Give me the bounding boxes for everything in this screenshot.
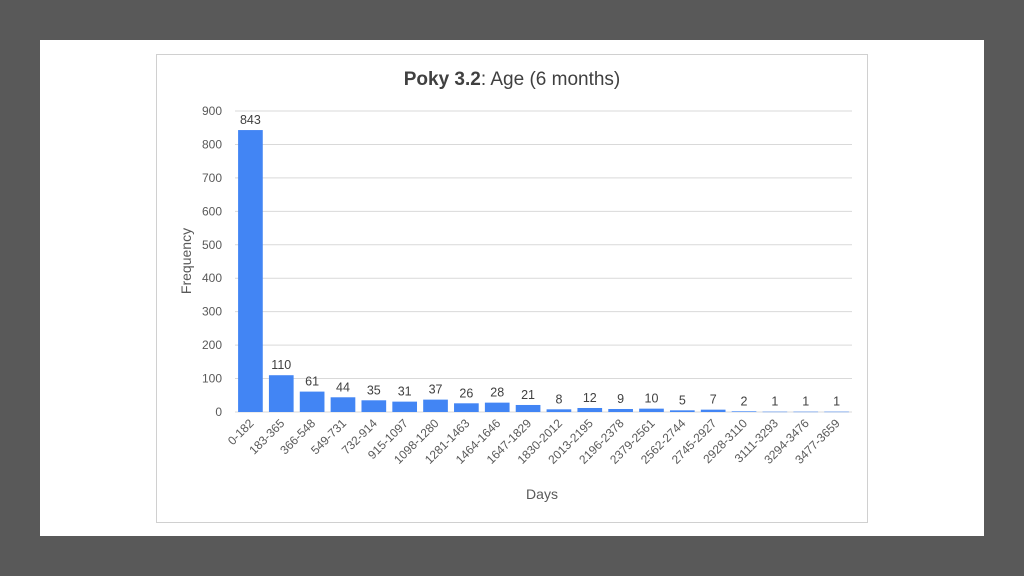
data-label: 31 [398, 385, 412, 399]
data-label: 10 [645, 392, 659, 406]
y-tick-label: 600 [202, 204, 222, 218]
slide: Poky 3.2: Age (6 months) 0 100 200 300 400 50… [40, 40, 984, 536]
bar [392, 401, 418, 412]
y-tick-label: 200 [202, 338, 222, 352]
data-label: 9 [617, 392, 624, 406]
y-tick-label: 500 [202, 238, 222, 252]
y-tick-label: 700 [202, 171, 222, 185]
bar [361, 400, 387, 412]
data-label: 12 [583, 391, 597, 405]
bar [546, 409, 572, 412]
bar [793, 411, 819, 413]
bar-chart: Poky 3.2: Age (6 months) 010020030040050… [178, 69, 852, 502]
bar [731, 411, 757, 412]
bar [330, 397, 356, 412]
data-label: 26 [459, 386, 473, 400]
data-label: 21 [521, 388, 535, 402]
y-tick-label: 0 [215, 405, 222, 419]
bar [824, 411, 849, 413]
data-label: 110 [271, 358, 291, 372]
x-tick-labels: 0-182183-365366-548549-731732-914915-109… [225, 416, 843, 467]
chart-title-rest: : Age (6 months) [481, 69, 620, 90]
y-tick-label: 800 [202, 137, 222, 151]
bar [515, 404, 541, 412]
data-label: 7 [710, 393, 717, 407]
data-label: 35 [367, 383, 381, 397]
chart-title: Poky 3.2: Age (6 months) [404, 69, 621, 90]
y-tick-labels: 0 100 200 300 400 500 600 700 800 900 [202, 104, 222, 419]
data-label: 843 [240, 113, 261, 127]
bar [423, 399, 448, 412]
gridlines [235, 110, 852, 413]
data-label: 8 [555, 392, 562, 406]
data-label: 37 [429, 383, 443, 397]
bar [608, 408, 633, 412]
data-label: 1 [833, 395, 840, 409]
bar [484, 402, 510, 412]
bar [238, 130, 263, 412]
bars [238, 130, 849, 413]
x-axis-title: Days [526, 486, 558, 502]
y-tick-label: 100 [202, 372, 222, 386]
bar [700, 409, 726, 412]
bar [762, 411, 788, 413]
data-label: 28 [490, 386, 504, 400]
bar [639, 408, 664, 412]
chart-frame: Poky 3.2: Age (6 months) 0 100 200 300 400 50… [156, 54, 868, 523]
bar [454, 403, 479, 412]
data-label: 5 [679, 393, 686, 407]
data-label: 1 [771, 395, 778, 409]
bar [669, 410, 695, 412]
y-tick-label: 900 [202, 104, 222, 118]
data-label: 61 [305, 375, 319, 389]
data-label: 2 [741, 394, 748, 408]
data-label: 1 [802, 395, 809, 409]
bar [299, 391, 325, 412]
chart-title-bold: Poky 3.2 [404, 69, 481, 90]
y-tick-label: 300 [202, 305, 222, 319]
bar [577, 407, 603, 412]
data-label: 44 [336, 380, 350, 394]
y-axis-title: Frequency [178, 228, 194, 294]
bar [268, 375, 294, 412]
y-tick-label: 400 [202, 271, 222, 285]
